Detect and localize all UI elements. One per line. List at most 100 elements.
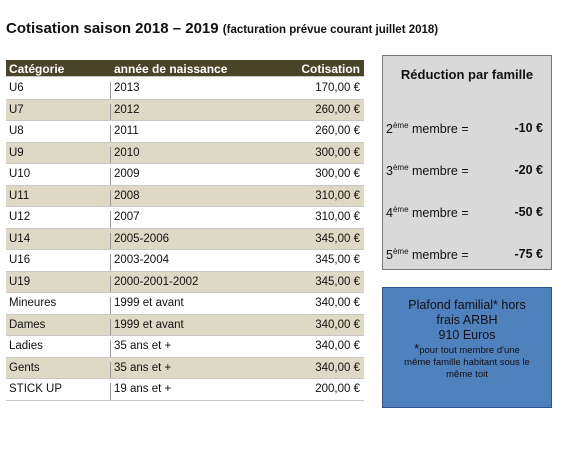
note-line: même famille habitant sous le xyxy=(404,357,530,368)
fee: 170,00 € xyxy=(315,82,360,94)
ordinal-suffix: ème xyxy=(392,205,409,214)
category: STICK UP xyxy=(9,383,63,395)
amount: -20 € xyxy=(514,163,544,177)
sep xyxy=(110,232,111,249)
fee: 340,00 € xyxy=(315,297,360,309)
sep xyxy=(110,168,111,185)
sep xyxy=(110,383,111,400)
sep xyxy=(110,254,111,271)
birth-year: 35 ans et + xyxy=(114,361,172,374)
reduction-item: 4ème membre = -50 € xyxy=(386,205,543,220)
sep xyxy=(110,275,111,292)
category: Mineures xyxy=(9,297,57,309)
birth-year: 2000-2001-2002 xyxy=(114,275,199,288)
category: U6 xyxy=(9,82,24,94)
fee: 260,00 € xyxy=(315,125,360,137)
reduction-item: 3ème membre = -20 € xyxy=(386,163,543,178)
category: U7 xyxy=(9,103,24,116)
fee: 300,00 € xyxy=(315,146,360,159)
ordinal-suffix: ème xyxy=(392,247,409,256)
title-text: Cotisation saison 2018 – 2019 xyxy=(6,20,219,37)
category: Ladies xyxy=(9,340,43,352)
category: U9 xyxy=(9,146,24,159)
table-row: U16 2003-2004 345,00 € xyxy=(6,250,364,272)
fee: 345,00 € xyxy=(315,232,360,245)
reduction-box: Réduction par famille 2ème membre = -10 €3… xyxy=(382,55,552,270)
fee: 340,00 € xyxy=(315,318,360,331)
ordinal: 2 xyxy=(386,122,393,137)
birth-year: 2011 xyxy=(114,125,139,137)
amount: -50 € xyxy=(514,205,544,219)
fee: 340,00 € xyxy=(315,361,360,374)
sep xyxy=(110,103,111,120)
subtitle: (facturation prévue courant juillet 2018… xyxy=(222,24,439,36)
table-row: U14 2005-2006 345,00 € xyxy=(6,228,364,250)
sep xyxy=(110,189,111,206)
birth-year: 2010 xyxy=(114,146,140,159)
reduction-item: 2ème membre = -10 € xyxy=(386,121,543,136)
plafond-line: 910 Euros xyxy=(438,328,496,342)
fee: 200,00 € xyxy=(315,383,360,395)
category: U11 xyxy=(9,189,30,202)
birth-year: 2003-2004 xyxy=(114,254,169,266)
category: U8 xyxy=(9,125,24,137)
asterisk: * xyxy=(414,341,420,356)
table-row: Dames 1999 et avant 340,00 € xyxy=(6,314,364,336)
table-row: U19 2000-2001-2002 345,00 € xyxy=(6,271,364,293)
sep xyxy=(110,125,111,142)
table-row: STICK UP 19 ans et + 200,00 € xyxy=(6,379,364,401)
category: U14 xyxy=(9,232,31,245)
table-row: U7 2012 260,00 € xyxy=(6,99,364,121)
fee: 260,00 € xyxy=(315,103,360,116)
birth-year: 1999 et avant xyxy=(114,318,184,331)
birth-year: 2012 xyxy=(114,103,140,116)
table-row: U8 2011 260,00 € xyxy=(6,121,364,143)
column-header: année de naissance xyxy=(114,62,228,76)
sep xyxy=(110,318,111,335)
table-row: U10 2009 300,00 € xyxy=(6,164,364,186)
birth-year: 2013 xyxy=(114,82,140,94)
category: U12 xyxy=(9,211,31,223)
birth-year: 2005-2006 xyxy=(114,232,169,245)
sep xyxy=(110,82,111,99)
table-row: Mineures 1999 et avant 340,00 € xyxy=(6,293,364,315)
table-row: Ladies 35 ans et + 340,00 € xyxy=(6,336,364,358)
fee: 310,00 € xyxy=(315,189,360,202)
amount: -75 € xyxy=(514,247,544,261)
title: Cotisation saison 2018 – 2019 (facturati… xyxy=(6,20,438,37)
fee: 345,00 € xyxy=(315,254,360,266)
fee: 345,00 € xyxy=(315,275,360,288)
ordinal: 4 xyxy=(386,206,393,221)
note-text: pour tout membre d'une xyxy=(419,345,520,356)
category: U19 xyxy=(9,275,31,288)
birth-year: 2007 xyxy=(114,211,140,223)
ordinal: 5 xyxy=(386,248,393,263)
member-label: membre = xyxy=(412,206,469,221)
reduction-item: 5ème membre = -75 € xyxy=(386,247,543,262)
birth-year: 1999 et avant xyxy=(114,297,184,309)
ordinal-suffix: ème xyxy=(392,121,409,130)
birth-year: 19 ans et + xyxy=(114,383,172,395)
category: Gents xyxy=(9,361,40,374)
fee: 340,00 € xyxy=(315,340,360,352)
plafond-line: Plafond familial* hors xyxy=(408,298,526,312)
note-line: même toit xyxy=(446,369,488,380)
table-row: U12 2007 310,00 € xyxy=(6,207,364,229)
column-header: Cotisation xyxy=(301,62,360,76)
plafond-box: Plafond familial* hors frais ARBH 910 Euro… xyxy=(382,287,552,408)
amount: -10 € xyxy=(514,121,544,135)
plafond-line: frais ARBH xyxy=(436,313,498,327)
sep xyxy=(110,340,111,357)
member-label: membre = xyxy=(412,248,469,263)
sep xyxy=(110,361,111,378)
table-row: U6 2013 170,00 € xyxy=(6,78,364,100)
table-row: Gents 35 ans et + 340,00 € xyxy=(6,357,364,379)
category: Dames xyxy=(9,318,46,331)
table-row: U9 2010 300,00 € xyxy=(6,142,364,164)
category: U16 xyxy=(9,254,31,266)
ordinal-suffix: ème xyxy=(392,163,409,172)
column-header: Catégorie xyxy=(9,62,65,76)
ordinal: 3 xyxy=(386,164,393,179)
header-row: Catégorie année de naissance Cotisation xyxy=(6,60,364,77)
